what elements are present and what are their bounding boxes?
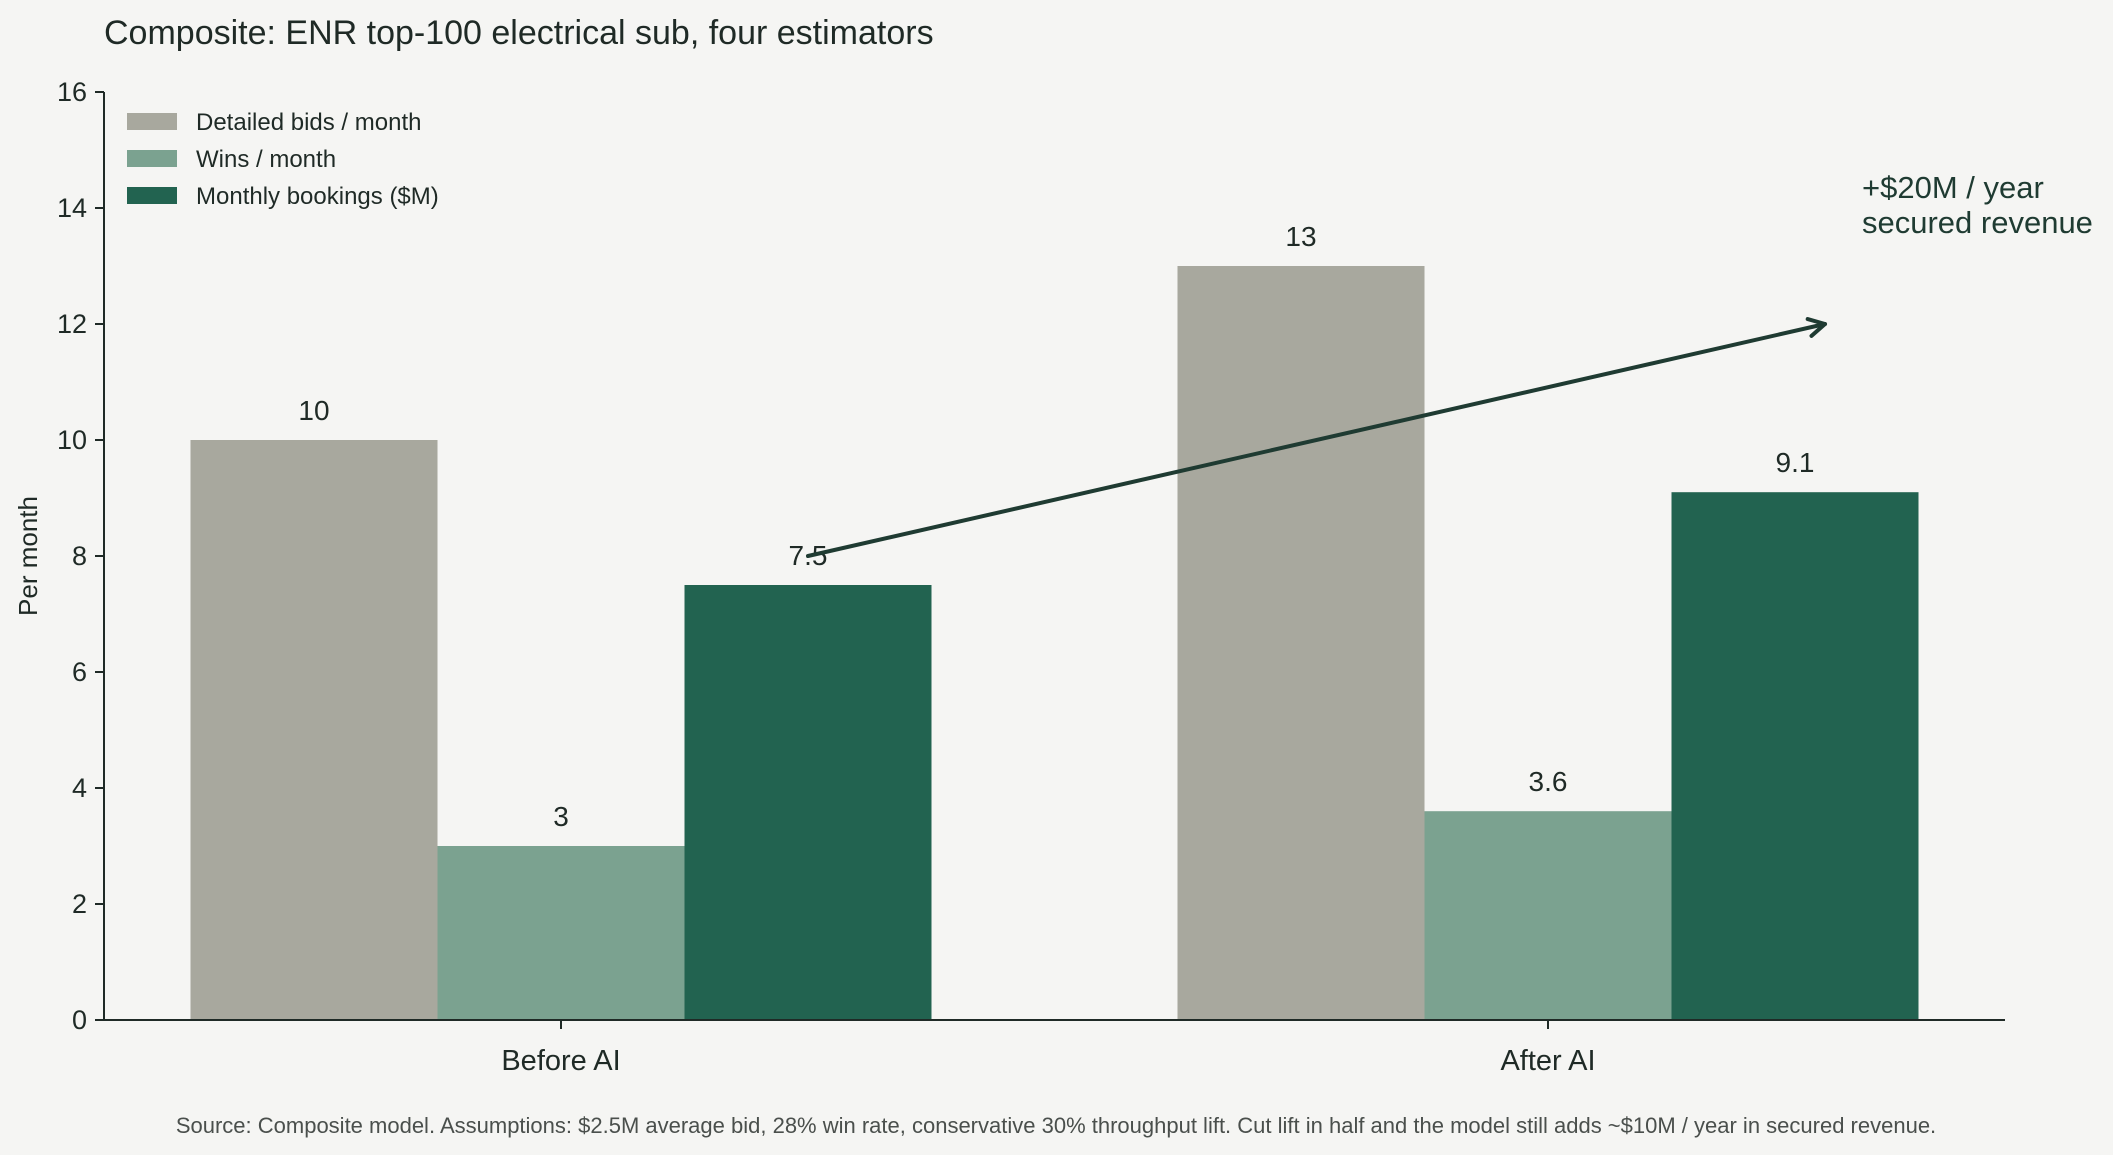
y-tick-label: 14 — [57, 193, 87, 223]
y-tick-label: 2 — [72, 889, 87, 919]
chart-title: Composite: ENR top-100 electrical sub, f… — [104, 14, 934, 52]
y-tick-label: 0 — [72, 1005, 87, 1035]
y-tick-label: 16 — [57, 77, 87, 107]
data-label: 3 — [553, 801, 569, 832]
y-tick-label: 10 — [57, 425, 87, 455]
y-tick-label: 12 — [57, 309, 87, 339]
y-tick-label: 6 — [72, 657, 87, 687]
data-label: 13 — [1285, 221, 1316, 252]
data-label: 3.6 — [1529, 766, 1568, 797]
bar — [684, 585, 932, 1020]
legend-swatch — [127, 113, 177, 130]
legend-label: Detailed bids / month — [196, 109, 421, 136]
annotation-text: +$20M / year — [1862, 170, 2044, 205]
y-axis-label: Per month — [13, 496, 43, 616]
x-tick-label: Before AI — [501, 1045, 620, 1077]
legend-label: Monthly bookings ($M) — [196, 183, 439, 210]
bar — [437, 846, 685, 1020]
data-label: 10 — [298, 395, 329, 426]
x-tick-label: After AI — [1500, 1045, 1595, 1077]
annotation-arrow-line — [806, 322, 1827, 558]
legend: Detailed bids / month Wins / month Monthly… — [127, 109, 439, 210]
bar — [190, 440, 438, 1020]
bar — [1177, 266, 1425, 1020]
annotation-text: secured revenue — [1862, 205, 2093, 240]
bar — [1671, 492, 1919, 1020]
y-tick-label: 8 — [72, 541, 87, 571]
source-note: Source: Composite model. Assumptions: $2… — [176, 1113, 1936, 1138]
annotation-arrow-head — [1805, 317, 1827, 338]
data-label: 9.1 — [1776, 447, 1815, 478]
legend-label: Wins / month — [196, 146, 336, 173]
y-tick-label: 4 — [72, 773, 87, 803]
legend-swatch — [127, 150, 177, 167]
legend-swatch — [127, 187, 177, 204]
bar — [1424, 811, 1672, 1020]
